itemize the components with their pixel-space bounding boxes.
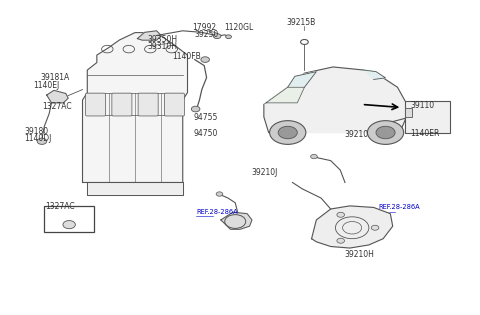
Text: 39250: 39250 (195, 30, 219, 39)
Text: 94750: 94750 (193, 129, 217, 138)
Circle shape (201, 57, 209, 62)
FancyBboxPatch shape (138, 93, 158, 116)
Text: 39310H: 39310H (147, 42, 177, 51)
Text: 1140FB: 1140FB (172, 52, 201, 61)
Polygon shape (364, 70, 385, 79)
Text: 1140EJ: 1140EJ (34, 81, 60, 89)
Polygon shape (87, 182, 183, 195)
Text: 39110: 39110 (410, 101, 434, 111)
Circle shape (300, 39, 308, 44)
FancyBboxPatch shape (85, 93, 106, 116)
Text: 39215B: 39215B (286, 18, 315, 27)
Circle shape (270, 121, 306, 144)
Text: 39181A: 39181A (40, 73, 70, 83)
Text: 39210: 39210 (344, 130, 368, 139)
Text: 39350H: 39350H (147, 35, 177, 44)
Text: 17992: 17992 (192, 23, 216, 32)
Polygon shape (288, 72, 316, 87)
Text: REF.28-286A: REF.28-286A (196, 209, 238, 215)
Text: 1140DJ: 1140DJ (24, 134, 52, 143)
Circle shape (337, 238, 345, 243)
Circle shape (376, 126, 395, 139)
Circle shape (278, 126, 297, 139)
Text: 1327AC: 1327AC (42, 102, 72, 111)
Circle shape (311, 154, 317, 159)
Text: 94755: 94755 (193, 113, 217, 122)
Circle shape (63, 220, 75, 229)
Polygon shape (312, 206, 393, 248)
Text: 39180: 39180 (24, 127, 48, 136)
FancyBboxPatch shape (112, 93, 132, 116)
Circle shape (216, 192, 223, 196)
Text: 1140ER: 1140ER (410, 129, 440, 138)
Text: 39210J: 39210J (251, 168, 277, 177)
Circle shape (226, 35, 231, 39)
FancyBboxPatch shape (164, 93, 184, 116)
Polygon shape (264, 67, 407, 133)
Circle shape (367, 121, 404, 144)
Circle shape (213, 34, 221, 39)
Circle shape (37, 138, 47, 144)
Circle shape (192, 106, 200, 112)
Polygon shape (83, 33, 188, 182)
Circle shape (371, 225, 379, 230)
Bar (405, 107, 412, 117)
Text: 1120GL: 1120GL (224, 23, 253, 32)
Polygon shape (47, 90, 68, 103)
Text: 1327AC: 1327AC (45, 202, 75, 211)
FancyBboxPatch shape (44, 206, 95, 232)
FancyBboxPatch shape (405, 101, 450, 133)
Polygon shape (221, 212, 252, 229)
Polygon shape (264, 87, 304, 104)
Polygon shape (137, 31, 161, 40)
Text: 39210H: 39210H (344, 250, 374, 260)
Text: REF.28-286A: REF.28-286A (378, 204, 420, 210)
Circle shape (337, 212, 345, 217)
